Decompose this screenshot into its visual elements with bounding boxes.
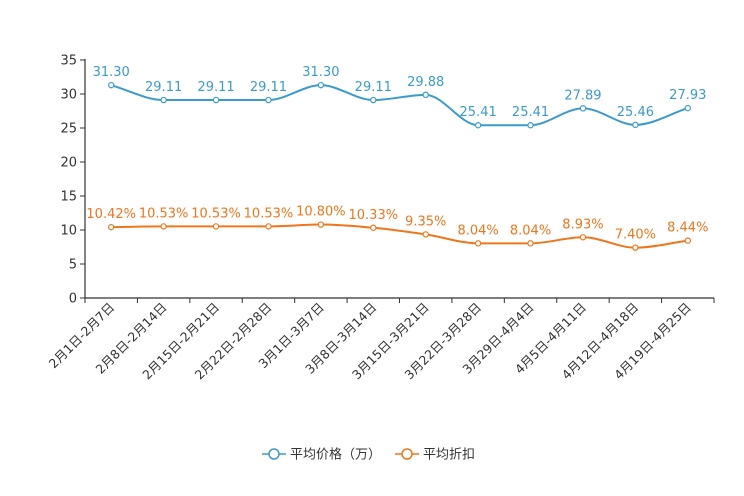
data-label: 10.53%	[139, 206, 189, 221]
legend[interactable]: 平均价格（万） 平均折扣	[262, 447, 475, 463]
data-label: 7.40%	[615, 228, 656, 243]
series-line	[111, 223, 688, 249]
series-line	[110, 84, 689, 127]
data-point[interactable]	[108, 223, 115, 231]
data-label: 29.11	[355, 80, 392, 95]
data-label: 27.89	[564, 88, 601, 103]
data-label: 29.11	[145, 80, 182, 95]
data-point[interactable]	[160, 96, 167, 104]
data-label: 8.44%	[667, 221, 708, 236]
legend-label: 平均折扣	[423, 448, 475, 463]
data-point[interactable]	[527, 122, 534, 129]
data-point[interactable]	[474, 122, 482, 129]
data-point[interactable]	[684, 104, 691, 112]
data-label: 8.04%	[457, 223, 498, 238]
y-tick-label: 15	[60, 190, 77, 205]
data-point[interactable]	[579, 234, 587, 241]
y-axis: 0 5 10 15 20 25 30 35	[60, 54, 86, 307]
data-label: 8.04%	[510, 223, 551, 238]
data-point[interactable]	[422, 231, 429, 238]
data-label: 25.41	[512, 105, 549, 120]
data-label: 10.53%	[191, 206, 241, 221]
data-point[interactable]	[265, 223, 272, 230]
data-label: 29.11	[250, 80, 287, 95]
data-point[interactable]	[370, 224, 377, 231]
data-label: 29.88	[407, 75, 444, 90]
y-tick-label: 0	[69, 292, 77, 307]
y-tick-label: 20	[60, 156, 77, 171]
data-label: 10.42%	[86, 207, 136, 222]
data-point[interactable]	[684, 237, 691, 244]
legend-item-1[interactable]: 平均价格（万）	[262, 447, 381, 463]
data-label: 27.93	[669, 88, 706, 103]
legend-marker-icon	[401, 448, 413, 460]
data-label: 8.93%	[562, 217, 603, 232]
series-1: 31.30 29.11 29.11 29.11 31.30 29.11 29.88 25.41…	[93, 65, 706, 129]
data-point[interactable]	[265, 96, 272, 104]
legend-label: 平均价格（万）	[290, 447, 381, 463]
data-point[interactable]	[212, 223, 220, 230]
data-point[interactable]	[212, 96, 220, 104]
series-layer: 31.30 29.11 29.11 29.11 31.30 29.11 29.88 25.41…	[86, 65, 708, 251]
data-label: 25.46	[617, 105, 654, 120]
y-tick-label: 10	[60, 224, 77, 239]
data-point[interactable]	[160, 223, 167, 230]
data-label: 10.53%	[244, 206, 294, 221]
data-label: 25.41	[460, 105, 497, 120]
y-tick-label: 30	[60, 88, 77, 103]
data-point[interactable]	[370, 96, 377, 104]
data-point[interactable]	[108, 81, 115, 89]
data-point[interactable]	[474, 240, 482, 247]
data-point[interactable]	[317, 81, 325, 89]
data-label: 9.35%	[405, 214, 446, 229]
data-point[interactable]	[317, 221, 325, 228]
data-label: 10.33%	[349, 208, 399, 223]
y-tick-label: 25	[60, 122, 77, 137]
series-2: 10.42% 10.53% 10.53% 10.53% 10.80% 10.33% 9.35…	[86, 205, 708, 251]
legend-item-2[interactable]: 平均折扣	[395, 448, 475, 463]
legend-marker-icon	[268, 448, 280, 460]
x-axis: 2月1日-2月7日2月8日-2月14日2月15日-2月21日2月22日-2月28…	[46, 297, 715, 382]
data-point[interactable]	[632, 244, 639, 251]
data-label: 31.30	[93, 65, 130, 80]
data-label: 10.80%	[296, 205, 346, 220]
y-tick-label: 5	[69, 258, 77, 273]
data-point[interactable]	[632, 121, 639, 129]
data-label: 31.30	[302, 65, 339, 80]
data-point[interactable]	[579, 105, 587, 112]
data-point[interactable]	[422, 91, 429, 99]
data-label: 29.11	[197, 80, 234, 95]
y-tick-label: 35	[60, 54, 77, 69]
data-point[interactable]	[527, 240, 534, 247]
